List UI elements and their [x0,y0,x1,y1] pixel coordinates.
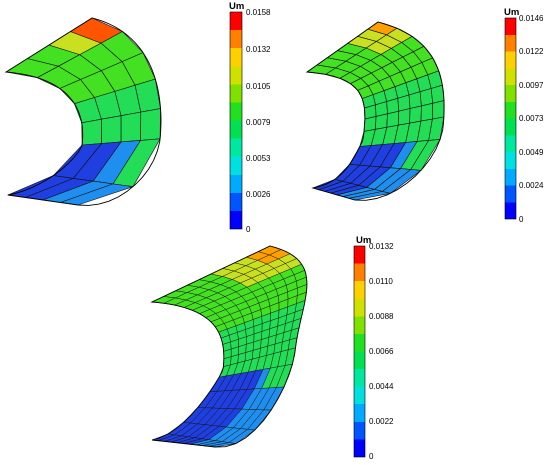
mesh-cell [386,110,400,128]
colorbar-tick-label: 0.0053 [246,154,271,163]
colorbar-bar [504,17,517,220]
colorbar-2: Um 0.0146 0.0122 0.0097 0.0073 0.0049 0.… [504,7,544,224]
shell-outline [305,21,445,201]
colorbar-tick-label: 0.0026 [246,190,271,199]
colorbar-tick-label: 0.0022 [369,417,394,426]
mesh-cell [120,111,142,143]
colorbar-tick-label: 0.0110 [369,277,393,286]
mesh-cell [363,116,377,132]
colorbar-tick-label: 0 [369,452,374,461]
colorbar-3: Um 0.0132 0.0110 0.0088 0.0066 0.0044 0.… [353,235,394,461]
colorbar-tick-label: 0.0079 [246,118,271,127]
shell-surface-3 [150,245,308,448]
colorbar-title: Um [229,1,244,12]
colorbar-tick-label: 0.0097 [519,81,544,90]
mesh-cell [432,100,445,120]
colorbar-tick-label: 0.0073 [519,114,544,123]
colorbar-tick-label: 0.0049 [519,148,544,157]
shell-panel-3: Um 0.0132 0.0110 0.0088 0.0066 0.0044 0.… [140,232,415,465]
mesh-cell [420,102,434,122]
shell-surface-1 [4,17,162,206]
colorbar-tick-label: 0.0158 [246,8,271,17]
shell-plot-1: Um 0.0158 0.0132 0.0105 0.0079 0.0053 0.… [4,1,271,234]
colorbar-tick-label: 0.0132 [369,242,394,251]
colorbar-tick-label: 0.0024 [519,181,544,190]
mesh-cell [81,118,102,146]
mesh-cell [409,105,422,124]
colorbar-tick-label: 0.0122 [519,47,544,56]
mesh-cell [419,88,434,107]
colorbar-tick-label: 0.0066 [369,347,394,356]
mesh-cell [140,108,161,141]
mesh-cell [375,113,388,130]
colorbar-tick-label: 0.0146 [519,14,544,23]
colorbar-tick-label: 0.0044 [369,382,394,391]
mesh-cell [408,91,422,109]
mesh-cell [430,84,445,104]
colorbar-title: Um [356,235,371,246]
colorbar-tick-label: 0.0132 [246,45,271,54]
colorbar-bar [353,245,366,458]
shell-plot-3: Um 0.0132 0.0110 0.0088 0.0066 0.0044 0.… [150,235,394,461]
shell-outline [4,17,162,206]
shell-plot-2: Um 0.0146 0.0122 0.0097 0.0073 0.0049 0.… [305,7,544,224]
shell-panel-1: Um 0.0158 0.0132 0.0105 0.0079 0.0053 0.… [0,0,275,234]
colorbar-title: Um [504,7,519,18]
mesh-cell [397,108,411,126]
colorbar-tick-label: 0 [519,215,524,224]
colorbar-bar [229,11,243,230]
colorbar-tick-label: 0 [246,225,251,234]
shell-panel-2: Um 0.0146 0.0122 0.0097 0.0073 0.0049 0.… [275,0,550,232]
shell-outline [150,245,308,448]
colorbar-tick-label: 0.0088 [369,312,394,321]
colorbar-1: Um 0.0158 0.0132 0.0105 0.0079 0.0053 0.… [229,1,271,234]
colorbar-tick-label: 0.0105 [246,82,271,91]
mesh-cell [101,115,122,144]
shell-surface-2 [305,21,445,201]
